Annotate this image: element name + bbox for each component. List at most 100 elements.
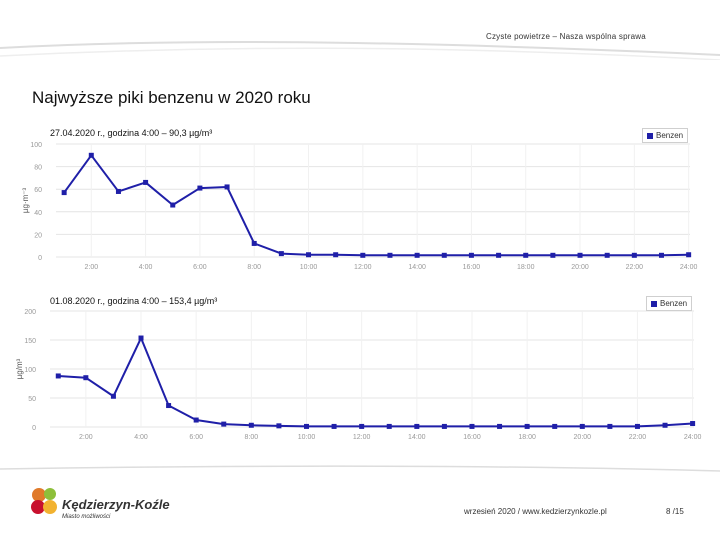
data-point — [110, 393, 116, 399]
data-point — [607, 423, 613, 429]
data-point — [221, 421, 227, 427]
chart-panel-1: 0 20 40 60 80 100 2:00 4:00 6:00 8:00 10:00 12:00 14… — [14, 118, 704, 280]
data-point — [224, 184, 230, 190]
series-line — [58, 337, 693, 428]
data-point — [523, 252, 529, 258]
data-point — [331, 423, 337, 429]
slide-title: Najwyższe piki benzenu w 2020 roku — [32, 88, 311, 107]
data-point — [55, 373, 61, 379]
data-point — [441, 423, 447, 429]
data-point — [579, 423, 585, 429]
x-tick-label: 14:00 — [408, 434, 426, 441]
x-tick-label: 10:00 — [300, 264, 318, 271]
y-tick-label: 100 — [24, 367, 36, 374]
y-tick-label: 200 — [24, 309, 36, 316]
chart-1-legend: Benzen — [642, 128, 689, 143]
chart-2-legend: Benzen — [646, 296, 693, 311]
x-tick-label: 2:00 — [84, 264, 98, 271]
x-tick-label: 20:00 — [574, 434, 592, 441]
data-point — [469, 423, 475, 429]
x-tick-label: 2:00 — [79, 434, 93, 441]
data-point — [414, 423, 420, 429]
data-point — [306, 252, 312, 258]
data-point — [441, 252, 447, 258]
x-tick-label: 4:00 — [134, 434, 148, 441]
data-point — [604, 252, 610, 258]
y-tick-label: 0 — [38, 255, 42, 262]
data-point — [497, 423, 503, 429]
footer-swoosh — [0, 465, 720, 472]
data-point — [166, 403, 172, 409]
footer-info: wrzesień 2020 / www.kedzierzynkozle.pl — [464, 507, 607, 516]
data-point — [414, 252, 420, 258]
data-point — [690, 421, 696, 427]
city-logo-icon — [31, 488, 57, 514]
data-point — [550, 252, 556, 258]
data-point — [631, 252, 637, 258]
x-tick-label: 16:00 — [463, 264, 481, 271]
data-point — [303, 423, 309, 429]
x-tick-label: 24:00 — [684, 434, 702, 441]
page-number: 8 /15 — [666, 507, 684, 516]
data-point — [662, 422, 668, 428]
y-axis-label: µg/m³ — [15, 358, 24, 379]
y-tick-label: 100 — [30, 142, 42, 149]
data-point — [251, 240, 257, 246]
data-point — [359, 423, 365, 429]
x-tick-label: 8:00 — [247, 264, 261, 271]
x-tick-label: 16:00 — [463, 434, 481, 441]
x-tick-label: 22:00 — [626, 264, 644, 271]
x-tick-label: 8:00 — [245, 434, 259, 441]
data-point — [386, 423, 392, 429]
series-line — [63, 154, 689, 257]
data-point — [387, 252, 393, 258]
x-tick-label: 12:00 — [354, 264, 372, 271]
x-tick-label: 10:00 — [298, 434, 316, 441]
y-tick-label: 80 — [34, 165, 42, 172]
data-point — [524, 423, 530, 429]
logo-subtitle: Miasto możliwości — [62, 514, 111, 520]
data-point — [83, 375, 89, 381]
data-point — [278, 251, 284, 257]
data-point — [552, 423, 558, 429]
y-tick-label: 40 — [34, 210, 42, 217]
data-point — [496, 252, 502, 258]
data-point — [360, 252, 366, 258]
y-tick-label: 150 — [24, 338, 36, 345]
header-tagline: Czyste powietrze – Nasza wspólna sprawa — [486, 32, 646, 41]
logo-name: Kędzierzyn-Koźle — [62, 497, 170, 512]
legend-swatch — [651, 300, 657, 307]
data-point — [88, 152, 94, 158]
chart-2-annotation: 01.08.2020 r., godzina 4:00 – 153,4 µg/m… — [48, 296, 220, 306]
x-tick-label: 12:00 — [353, 434, 371, 441]
x-tick-label: 18:00 — [518, 434, 536, 441]
x-tick-label: 24:00 — [680, 264, 698, 271]
y-tick-label: 20 — [34, 232, 42, 239]
chart-panel-2: 0 50 100 150 200 2:00 4:00 6:00 8:00 10:00 12:00 14… — [14, 290, 704, 452]
data-point — [143, 179, 149, 185]
x-tick-label: 6:00 — [189, 434, 203, 441]
y-tick-label: 50 — [28, 396, 36, 403]
x-tick-label: 20:00 — [571, 264, 589, 271]
legend-label: Benzen — [656, 131, 684, 140]
header-swoosh — [0, 41, 720, 60]
x-tick-label: 14:00 — [408, 264, 426, 271]
data-point — [658, 252, 664, 258]
data-point — [138, 335, 144, 341]
data-point — [197, 185, 203, 191]
y-axis-label: µg·m⁻³ — [21, 188, 30, 214]
data-point — [248, 422, 254, 428]
legend-swatch — [647, 132, 653, 139]
benzene-chart-august: 0 50 100 150 200 2:00 4:00 6:00 8:00 10:00 12:00 14… — [15, 309, 702, 441]
x-tick-label: 6:00 — [193, 264, 207, 271]
data-point — [577, 252, 583, 258]
data-point — [468, 252, 474, 258]
data-point — [276, 423, 282, 429]
data-point — [686, 252, 692, 258]
data-point — [193, 417, 199, 423]
data-point — [333, 252, 339, 258]
legend-label: Benzen — [660, 299, 688, 308]
x-tick-label: 4:00 — [139, 264, 153, 271]
benzene-chart-april: 0 20 40 60 80 100 2:00 4:00 6:00 8:00 10:00 12:00 14… — [21, 142, 698, 271]
x-tick-label: 22:00 — [629, 434, 647, 441]
